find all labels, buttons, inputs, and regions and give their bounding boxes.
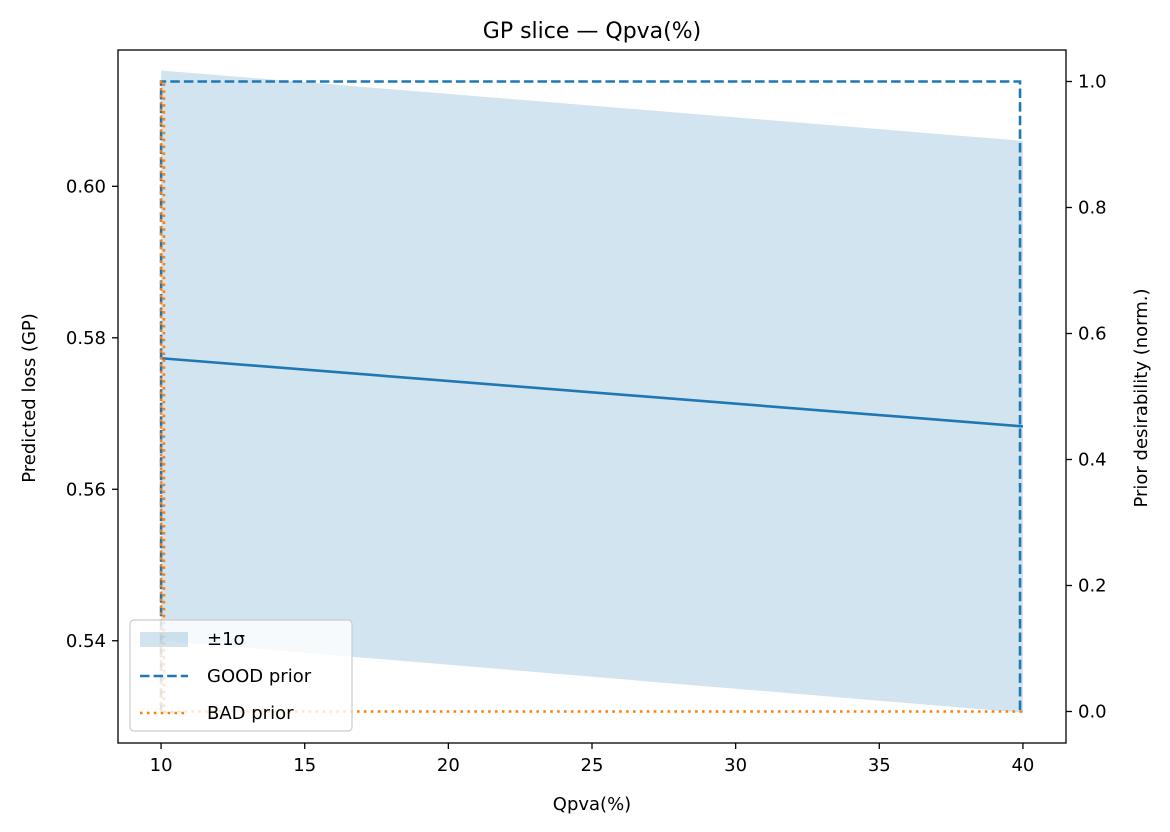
x-tick-label: 20 <box>437 755 460 776</box>
legend-swatch-band <box>140 632 188 647</box>
y2-tick-label: 1.0 <box>1078 72 1107 93</box>
y2-tick-label: 0.2 <box>1078 576 1107 597</box>
legend-box <box>129 619 353 732</box>
x-tick-label: 35 <box>868 755 891 776</box>
y-tick-label: 0.56 <box>66 479 106 500</box>
x-tick-label: 10 <box>150 755 173 776</box>
legend-label: GOOD prior <box>207 666 312 687</box>
x-tick-label: 40 <box>1011 755 1034 776</box>
plot-area <box>159 70 1024 713</box>
y2-tick-label: 0.6 <box>1078 324 1107 345</box>
legend: ±1σ GOOD prior BAD prior <box>129 619 353 732</box>
x-axis-label: Qpva(%) <box>553 794 631 815</box>
y-tick-label: 0.60 <box>66 176 106 197</box>
legend-label: ±1σ <box>207 629 245 650</box>
chart-title: GP slice — Qpva(%) <box>483 19 701 44</box>
y-tick-label: 0.58 <box>66 328 106 349</box>
y2-tick-label: 0.4 <box>1078 450 1107 471</box>
x-tick-label: 25 <box>581 755 604 776</box>
good-prior-line <box>159 80 1023 713</box>
axes: 10 15 20 25 30 35 40 0.54 0.56 0.58 0.60 0.0 0.2 0.4 0… <box>66 72 1107 777</box>
y2-axis-label: Prior desirability (norm.) <box>1131 288 1152 507</box>
gp-mean-line <box>160 356 1024 428</box>
y-axis-label: Predicted loss (GP) <box>19 313 40 483</box>
x-tick-label: 15 <box>293 755 316 776</box>
legend-label: BAD prior <box>207 703 294 724</box>
y2-tick-label: 0.0 <box>1078 702 1107 723</box>
x-tick-label: 30 <box>724 755 747 776</box>
y2-tick-label: 0.8 <box>1078 198 1107 219</box>
y-tick-label: 0.54 <box>66 631 106 652</box>
